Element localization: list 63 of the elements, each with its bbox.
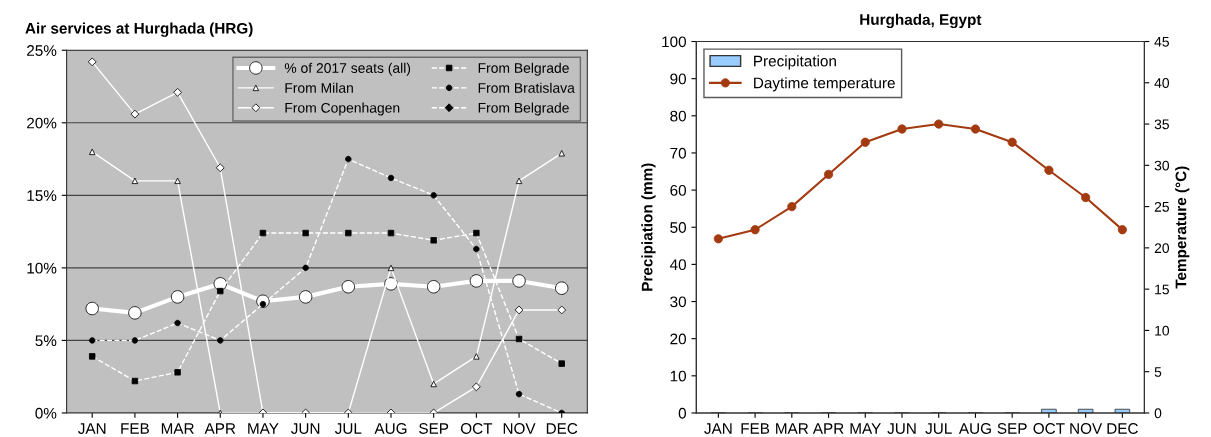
legend-label: From Bratislava <box>478 82 575 93</box>
x-tick-label: APR <box>812 423 844 434</box>
x-tick-label: MAY <box>850 423 881 434</box>
y-tick-label: 60 <box>670 184 687 196</box>
y-tick-label: 5% <box>35 335 57 347</box>
chart-title: Air services at Hurghada (HRG) <box>25 22 253 37</box>
legend-label: Precipitation <box>754 55 836 70</box>
x-tick-label: JUN <box>887 423 916 434</box>
x-tick-label: MAR <box>161 423 194 434</box>
x-tick-label: JUL <box>334 423 362 434</box>
y2-tick-label: 0 <box>1154 408 1162 419</box>
x-tick-label: MAR <box>776 423 809 434</box>
x-tick-label: DEC <box>546 423 578 434</box>
x-tick-label: MAY <box>248 423 279 434</box>
x-tick-label: OCT <box>460 423 493 434</box>
x-tick-label: AUG <box>374 423 407 434</box>
x-tick-label: JUN <box>291 423 320 434</box>
legend-label: From Belgrade <box>478 62 569 76</box>
y-tick-label: 20% <box>27 117 57 129</box>
x-tick-label: SEP <box>997 423 1027 434</box>
legend-label: % of 2017 seats (all) <box>284 62 411 76</box>
y2-axis-title: Temperature (°C) <box>1175 166 1190 289</box>
y-tick-label: 10 <box>670 370 687 382</box>
y-tick-label: 10% <box>27 262 57 274</box>
x-tick-label: AUG <box>958 423 991 434</box>
y-tick-label: 30 <box>670 296 687 308</box>
y2-tick-label: 20 <box>1154 243 1170 254</box>
legend-label: From Milan <box>285 82 353 93</box>
y-axis-title: Precipiation (mm) <box>641 163 656 291</box>
x-tick-label: APR <box>204 423 236 434</box>
y2-tick-label: 30 <box>1154 160 1170 171</box>
x-tick-label: JAN <box>78 423 106 434</box>
y2-tick-label: 10 <box>1155 325 1170 336</box>
y-tick-label: 0% <box>35 407 57 419</box>
y2-tick-label: 5 <box>1154 367 1162 377</box>
y-tick-label: 50 <box>670 222 687 233</box>
y2-tick-label: 25 <box>1154 201 1169 212</box>
x-tick-label: NOV <box>503 423 536 434</box>
chart-title: Hurghada, Egypt <box>860 13 982 29</box>
x-tick-label: DEC <box>1107 423 1138 434</box>
x-tick-label: SEP <box>419 423 449 434</box>
y-tick-label: 70 <box>670 147 687 159</box>
y-tick-label: 0 <box>678 407 687 419</box>
y2-tick-label: 15 <box>1155 284 1169 295</box>
y2-tick-label: 45 <box>1154 36 1169 47</box>
x-tick-label: NOV <box>1070 423 1103 434</box>
y-tick-label: 90 <box>670 73 687 85</box>
y-tick-label: 80 <box>670 110 687 122</box>
x-tick-label: JAN <box>704 423 732 434</box>
legend-label: Daytime temperature <box>754 77 895 92</box>
y2-tick-label: 35 <box>1154 119 1169 130</box>
y2-tick-label: 40 <box>1154 78 1170 88</box>
legend-label: From Belgrade <box>478 102 569 116</box>
x-tick-label: FEB <box>121 423 149 434</box>
y-tick-label: 20 <box>670 333 687 345</box>
legend-label: From Copenhagen <box>285 102 400 116</box>
y-tick-label: 15% <box>27 190 57 202</box>
x-tick-label: OCT <box>1033 423 1065 434</box>
y-tick-label: 25% <box>27 45 57 56</box>
x-tick-label: FEB <box>741 423 770 434</box>
y-tick-label: 100 <box>662 36 687 48</box>
x-tick-label: JUL <box>925 423 952 434</box>
y-tick-label: 40 <box>669 259 687 271</box>
